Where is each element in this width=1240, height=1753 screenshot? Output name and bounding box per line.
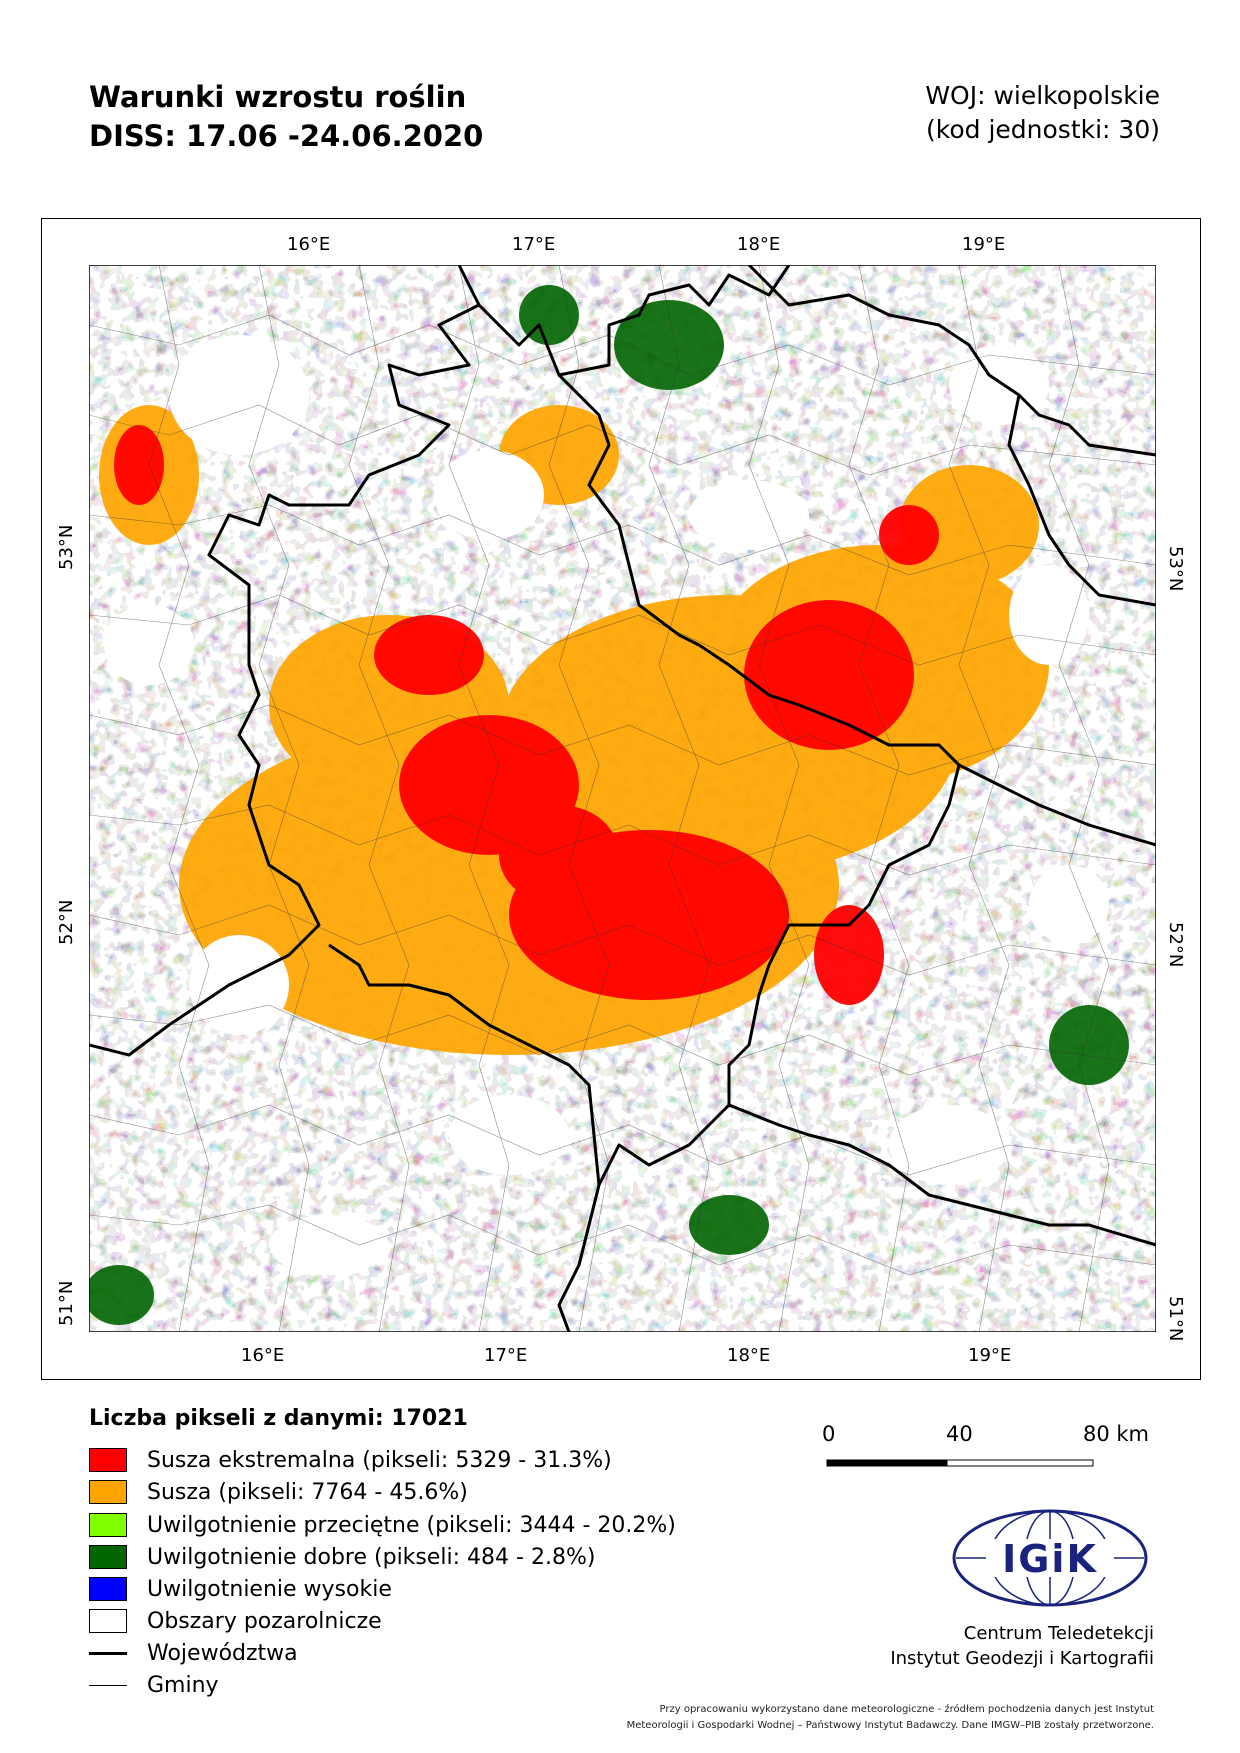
scale-label-0: 0 xyxy=(822,1422,836,1446)
legend-item-municipalities: Gminy xyxy=(89,1670,219,1700)
bottom-tick-17e: 17°E xyxy=(484,1345,528,1366)
map-title: Warunki wzrostu roślin xyxy=(89,80,467,114)
legend-label: Gminy xyxy=(147,1672,219,1698)
institute-name: Instytut Geodezji i Kartografii xyxy=(890,1648,1154,1669)
legend-label: Susza ekstremalna (pikseli: 5329 - 31.3%… xyxy=(147,1447,612,1473)
data-source-note-2: Meteorologii i Gospodarki Wodnej – Państ… xyxy=(626,1720,1154,1731)
legend-item-average-moisture: Uwilgotnienie przeciętne (pikseli: 3444 … xyxy=(89,1510,676,1540)
left-tick-52n: 52°N xyxy=(56,899,77,945)
region-name: WOJ: wielkopolskie xyxy=(925,81,1160,110)
extreme-drought-zones xyxy=(114,425,939,1005)
drought-swatch xyxy=(89,1480,127,1504)
right-tick-51n: 51°N xyxy=(1165,1296,1186,1342)
drought-map xyxy=(89,265,1156,1332)
legend-label: Uwilgotnienie dobre (pikseli: 484 - 2.8%… xyxy=(147,1544,596,1570)
non-agricultural-swatch xyxy=(89,1609,127,1633)
legend-item-good-moisture: Uwilgotnienie dobre (pikseli: 484 - 2.8%… xyxy=(89,1542,595,1572)
legend-label: Uwilgotnienie przeciętne (pikseli: 3444 … xyxy=(147,1512,676,1538)
voivodeship-line-swatch xyxy=(89,1651,127,1655)
legend-item-high-moisture: Uwilgotnienie wysokie xyxy=(89,1574,392,1604)
left-tick-53n: 53°N xyxy=(56,524,77,570)
map-frame xyxy=(41,218,1201,1380)
average-moisture-swatch xyxy=(89,1513,127,1537)
legend-title: Liczba pikseli z danymi: 17021 xyxy=(89,1406,468,1431)
top-tick-17e: 17°E xyxy=(512,234,556,255)
voivodeship-borders xyxy=(89,265,1156,1332)
map-date-range: DISS: 17.06 -24.06.2020 xyxy=(89,119,484,153)
legend-item-voivodeships: Województwa xyxy=(89,1638,298,1668)
scale-label-40: 40 xyxy=(946,1422,973,1446)
logo-text: IGiK xyxy=(1002,1537,1098,1581)
legend-item-non-agricultural: Obszary pozarolnicze xyxy=(89,1606,382,1636)
bottom-tick-18e: 18°E xyxy=(727,1345,771,1366)
right-tick-52n: 52°N xyxy=(1165,922,1186,968)
good-moisture-swatch xyxy=(89,1545,127,1569)
legend-label: Uwilgotnienie wysokie xyxy=(147,1576,392,1602)
left-tick-51n: 51°N xyxy=(56,1280,77,1326)
bottom-tick-19e: 19°E xyxy=(968,1345,1012,1366)
top-tick-16e: 16°E xyxy=(287,234,331,255)
organization-name: Centrum Teledetekcji xyxy=(963,1623,1154,1644)
igik-logo-graphic xyxy=(952,1509,1148,1607)
municipality-line-swatch xyxy=(89,1684,127,1686)
scale-label-80: 80 km xyxy=(1083,1422,1150,1446)
legend-label: Susza (pikseli: 7764 - 45.6%) xyxy=(147,1479,468,1505)
legend-label: Obszary pozarolnicze xyxy=(147,1608,382,1634)
top-tick-18e: 18°E xyxy=(737,234,781,255)
legend-item-drought: Susza (pikseli: 7764 - 45.6%) xyxy=(89,1477,468,1507)
scale-bar xyxy=(826,1459,1094,1467)
data-source-note: Przy opracowaniu wykorzystano dane meteo… xyxy=(659,1704,1154,1715)
region-code: (kod jednostki: 30) xyxy=(926,115,1160,144)
right-tick-53n: 53°N xyxy=(1165,546,1186,592)
top-tick-19e: 19°E xyxy=(962,234,1006,255)
extreme-drought-swatch xyxy=(89,1448,127,1472)
good-moisture-zones xyxy=(89,285,1129,1325)
igik-logo: IGiK xyxy=(950,1507,1150,1609)
high-moisture-swatch xyxy=(89,1577,127,1601)
legend-item-extreme-drought: Susza ekstremalna (pikseli: 5329 - 31.3%… xyxy=(89,1445,612,1475)
legend-label: Województwa xyxy=(147,1640,298,1666)
bottom-tick-16e: 16°E xyxy=(241,1345,285,1366)
non-agricultural-areas xyxy=(104,335,1109,1275)
